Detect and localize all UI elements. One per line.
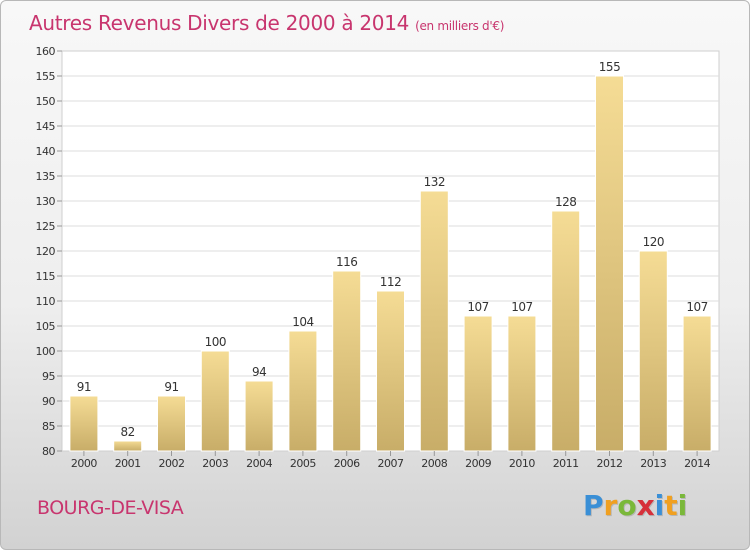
bar-value-label: 128 bbox=[555, 195, 576, 209]
chart-title-text: Autres Revenus Divers de 2000 à 2014 bbox=[29, 11, 410, 35]
y-tick-label: 125 bbox=[36, 220, 56, 233]
bar-value-label: 91 bbox=[164, 380, 178, 394]
bar bbox=[682, 315, 712, 452]
logo-letter: r bbox=[603, 489, 618, 522]
y-tick-label: 155 bbox=[36, 70, 56, 83]
bar-value-label: 91 bbox=[77, 380, 91, 394]
bar bbox=[419, 190, 449, 452]
bar-value-label: 155 bbox=[599, 60, 620, 74]
y-tick-label: 135 bbox=[36, 170, 56, 183]
proxiti-logo[interactable]: Proxiti bbox=[583, 489, 687, 522]
y-tick-label: 80 bbox=[42, 445, 55, 458]
x-tick-label: 2004 bbox=[246, 457, 272, 470]
y-tick-label: 115 bbox=[36, 270, 56, 283]
logo-letter: t bbox=[664, 489, 678, 522]
bar-value-label: 100 bbox=[205, 335, 226, 349]
city-name: BOURG-DE-VISA bbox=[37, 497, 184, 519]
logo-letter: x bbox=[636, 489, 655, 522]
y-tick-label: 120 bbox=[36, 245, 56, 258]
x-tick-label: 2006 bbox=[334, 457, 360, 470]
y-axis: 80 85 90 95 100 105 110 115 120 125 130 135 140 145 15… bbox=[36, 45, 62, 458]
bar bbox=[288, 330, 318, 452]
x-tick-label: 2008 bbox=[421, 457, 447, 470]
y-tick-label: 110 bbox=[36, 295, 56, 308]
bar bbox=[376, 290, 405, 452]
bar bbox=[595, 75, 624, 452]
bar-value-label: 82 bbox=[121, 425, 135, 439]
bar bbox=[551, 210, 581, 452]
logo-letter: i bbox=[654, 489, 665, 522]
y-tick-label: 140 bbox=[36, 145, 56, 158]
y-tick-label: 90 bbox=[42, 395, 55, 408]
bar bbox=[638, 250, 668, 452]
bar-value-label: 116 bbox=[336, 255, 357, 269]
bars bbox=[69, 75, 712, 452]
x-tick-label: 2005 bbox=[290, 457, 316, 470]
bar bbox=[244, 380, 274, 452]
chart-subtitle: (en milliers d'€) bbox=[415, 19, 505, 33]
bar-value-label: 120 bbox=[643, 235, 664, 249]
bar-value-label: 94 bbox=[252, 365, 266, 379]
y-tick-label: 85 bbox=[42, 420, 55, 433]
x-tick-label: 2013 bbox=[640, 457, 666, 470]
x-tick-label: 2000 bbox=[71, 457, 97, 470]
bar bbox=[69, 395, 99, 452]
x-tick-label: 2010 bbox=[509, 457, 535, 470]
data-labels: 91 82 91 100 94 104 116 112 132 107 107 128 155 120 10… bbox=[77, 60, 709, 439]
y-tick-label: 160 bbox=[36, 45, 56, 58]
bar bbox=[113, 440, 143, 452]
bar bbox=[200, 350, 230, 452]
x-tick-label: 2003 bbox=[202, 457, 228, 470]
logo-letter: P bbox=[583, 489, 604, 522]
bar-value-label: 104 bbox=[292, 315, 313, 329]
x-axis: 2000 2001 2002 2003 2004 2005 2006 2007 2008 2009… bbox=[71, 451, 711, 470]
x-tick-label: 2014 bbox=[684, 457, 710, 470]
y-tick-label: 95 bbox=[42, 370, 55, 383]
bar-value-label: 107 bbox=[467, 300, 488, 314]
x-tick-label: 2011 bbox=[553, 457, 579, 470]
bar-value-label: 132 bbox=[424, 175, 445, 189]
x-tick-label: 2012 bbox=[597, 457, 623, 470]
bar-value-label: 112 bbox=[380, 275, 401, 289]
bar bbox=[507, 315, 537, 452]
logo-letter: i bbox=[677, 489, 688, 522]
x-tick-label: 2007 bbox=[378, 457, 404, 470]
bar-value-label: 107 bbox=[511, 300, 532, 314]
bar bbox=[157, 395, 186, 452]
y-tick-label: 105 bbox=[36, 320, 56, 333]
logo-letter: o bbox=[617, 489, 637, 522]
y-tick-label: 145 bbox=[36, 120, 56, 133]
bar bbox=[463, 315, 493, 452]
y-tick-label: 130 bbox=[36, 195, 56, 208]
chart-title: Autres Revenus Divers de 2000 à 2014 (en … bbox=[29, 11, 504, 35]
bar-value-label: 107 bbox=[686, 300, 707, 314]
y-tick-label: 100 bbox=[36, 345, 56, 358]
x-tick-label: 2001 bbox=[115, 457, 141, 470]
x-tick-label: 2002 bbox=[159, 457, 185, 470]
x-tick-label: 2009 bbox=[465, 457, 491, 470]
y-tick-label: 150 bbox=[36, 95, 56, 108]
bar bbox=[332, 270, 362, 452]
